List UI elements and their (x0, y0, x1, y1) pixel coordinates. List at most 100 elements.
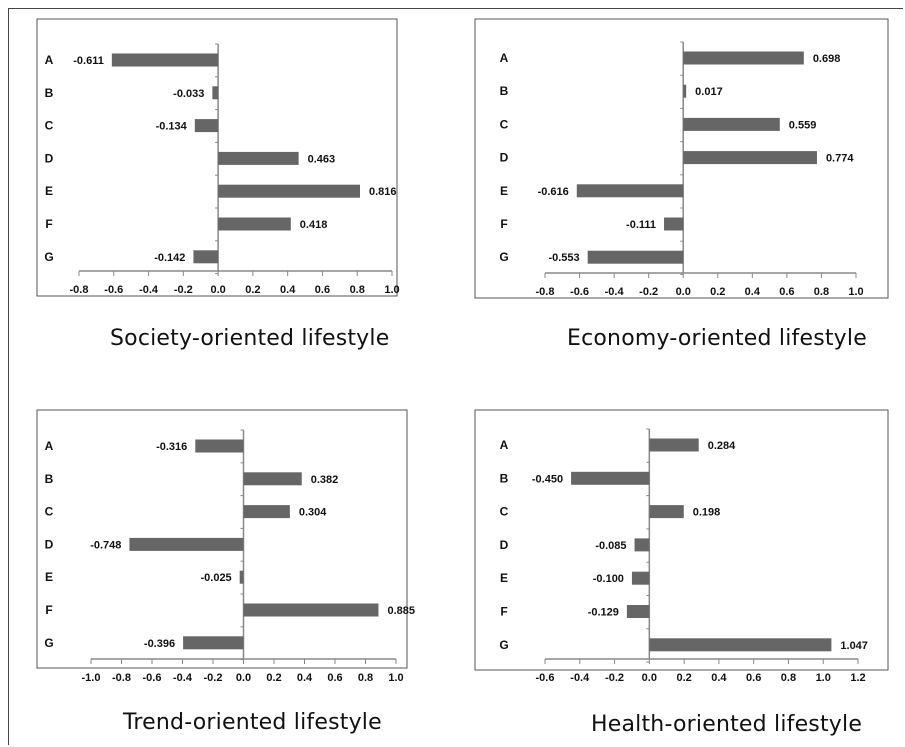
trend-category-label: C (45, 505, 54, 519)
economy-bar (683, 117, 780, 131)
economy-data-label: 0.698 (813, 53, 841, 65)
figure-frame (8, 8, 903, 745)
trend-data-label: 0.885 (387, 605, 415, 617)
trend-x-tick-label: -0.4 (173, 672, 193, 684)
health-category-label: C (500, 505, 509, 519)
society-x-tick-label: 0.6 (315, 284, 330, 296)
trend-x-tick-label: -0.8 (112, 672, 131, 684)
health-data-label: -0.100 (593, 573, 624, 585)
health-x-tick-label: 1.0 (816, 672, 831, 684)
trend-x-tick-label: -0.2 (204, 672, 223, 684)
economy-data-label: 0.559 (789, 119, 817, 131)
economy-bar (576, 184, 684, 198)
health-category-label: E (500, 571, 508, 585)
society-x-tick-label: -0.2 (174, 284, 193, 296)
society-bar (218, 151, 299, 165)
health-x-tick-label: 0.4 (711, 672, 727, 684)
economy-x-tick-label: 0.0 (676, 286, 691, 298)
economy-category-label: D (500, 151, 509, 165)
economy-x-tick-label: -0.8 (536, 286, 555, 298)
society-chart-border (36, 18, 398, 297)
society-category-label: A (45, 53, 54, 67)
trend-x-tick-label: 0.8 (358, 672, 373, 684)
society-x-tick-label: 0.8 (350, 284, 365, 296)
economy-data-label: -0.616 (538, 186, 569, 198)
health-x-tick-label: 0.8 (781, 672, 796, 684)
society-x-tick-label: 1.0 (384, 284, 399, 296)
economy-x-tick-label: -0.4 (605, 286, 625, 298)
society-category-label: F (45, 217, 52, 231)
trend-data-label: 0.382 (311, 474, 339, 486)
economy-category-label: E (500, 184, 508, 198)
trend-x-tick-label: -1.0 (82, 672, 101, 684)
trend-bar (239, 570, 244, 584)
trend-bar (243, 472, 302, 486)
trend-data-label: 0.304 (299, 507, 327, 519)
trend-x-tick-label: 1.0 (388, 672, 403, 684)
health-bar (631, 571, 650, 585)
health-data-label: 0.198 (693, 507, 721, 519)
health-data-label: 1.047 (840, 640, 868, 652)
economy-category-label: C (500, 117, 509, 131)
trend-chart-border (36, 409, 408, 669)
trend-category-label: E (45, 570, 53, 584)
economy-x-tick-label: 1.0 (848, 286, 863, 298)
trend-data-label: -0.748 (90, 539, 121, 551)
economy-chart-border (474, 18, 889, 299)
trend-category-label: A (45, 439, 54, 453)
society-data-label: 0.816 (369, 186, 397, 198)
economy-bar (683, 84, 687, 98)
health-chart-border (474, 409, 889, 671)
society-category-label: B (45, 86, 54, 100)
society-data-label: 0.463 (308, 153, 336, 165)
trend-bar (195, 439, 244, 453)
economy-data-label: 0.774 (826, 153, 854, 165)
trend-bar (243, 603, 379, 617)
society-data-label: -0.134 (156, 121, 188, 133)
health-category-label: A (500, 438, 509, 452)
health-data-label: -0.129 (588, 607, 619, 619)
trend-category-label: D (45, 537, 54, 551)
economy-category-label: B (500, 84, 509, 98)
economy-x-tick-label: 0.2 (710, 286, 725, 298)
economy-data-label: 0.017 (695, 86, 723, 98)
health-bar (571, 471, 650, 485)
society-bar (218, 217, 291, 231)
economy-x-tick-label: -0.2 (639, 286, 658, 298)
health-x-tick-label: 0.2 (676, 672, 691, 684)
health-bar (649, 505, 684, 519)
society-category-label: D (45, 151, 54, 165)
economy-x-tick-label: 0.4 (745, 286, 761, 298)
society-bar (193, 250, 219, 264)
society-category-label: G (44, 250, 53, 264)
health-data-label: -0.450 (532, 473, 563, 485)
trend-data-label: -0.025 (200, 572, 231, 584)
economy-chart-title: Economy-oriented lifestyle (567, 326, 867, 351)
society-x-tick-label: -0.8 (70, 284, 89, 296)
trend-bar (243, 505, 290, 519)
society-chart-title: Society-oriented lifestyle (110, 326, 390, 351)
society-x-tick-label: -0.6 (104, 284, 123, 296)
society-bar (212, 86, 219, 100)
health-x-tick-label: -0.6 (536, 672, 555, 684)
trend-bar (183, 636, 244, 650)
trend-bar (129, 537, 244, 551)
society-data-label: 0.418 (300, 219, 328, 231)
health-category-label: F (500, 605, 507, 619)
health-bar (626, 605, 650, 618)
health-bar (634, 538, 650, 552)
health-data-label: 0.284 (708, 440, 736, 452)
economy-bar (683, 151, 817, 165)
economy-category-label: G (499, 250, 508, 264)
trend-chart-title: Trend-oriented lifestyle (123, 710, 382, 735)
trend-x-tick-label: 0.2 (266, 672, 281, 684)
trend-category-label: G (44, 636, 53, 650)
health-data-label: -0.085 (595, 540, 626, 552)
economy-x-tick-label: 0.6 (779, 286, 794, 298)
society-x-tick-label: 0.4 (280, 284, 296, 296)
society-bar (194, 119, 219, 133)
economy-bar (587, 250, 684, 264)
health-x-tick-label: 0.0 (642, 672, 657, 684)
economy-x-tick-label: -0.6 (570, 286, 589, 298)
